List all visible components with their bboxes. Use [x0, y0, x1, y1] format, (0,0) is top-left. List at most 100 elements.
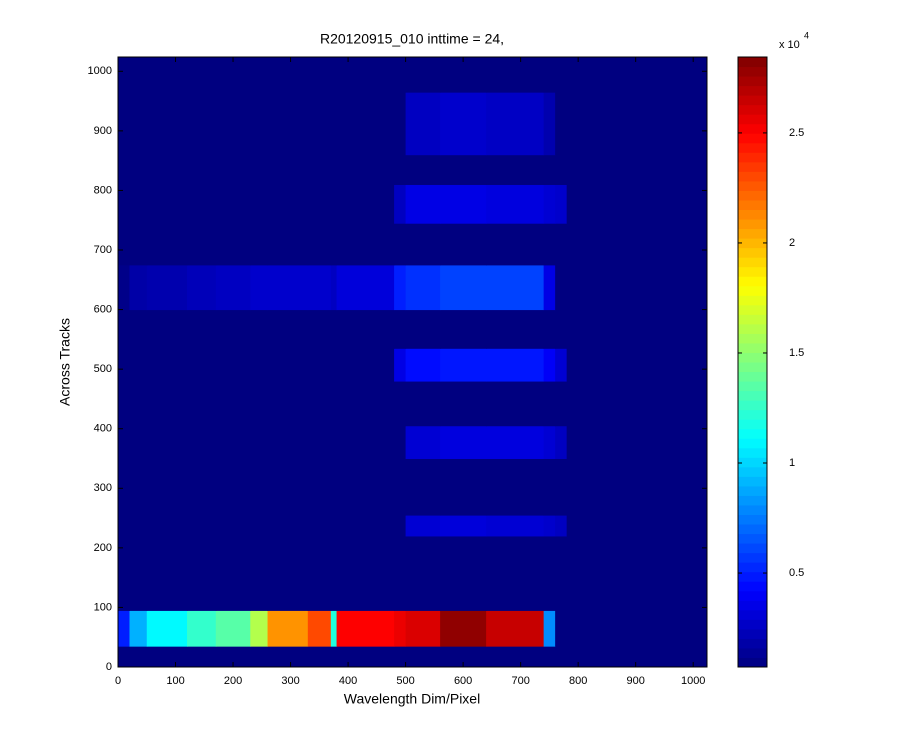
heatmap-cell [215, 92, 251, 156]
heatmap-cell [146, 535, 188, 611]
colorbar-step [738, 619, 767, 630]
heatmap-cell [394, 309, 407, 349]
heatmap-cell [307, 381, 332, 427]
colorbar-step [738, 419, 767, 430]
heatmap-cell [405, 223, 441, 266]
heatmap-cell [129, 425, 148, 460]
heatmap-cell [146, 381, 188, 427]
heatmap-cell [267, 57, 309, 93]
heatmap-cell [336, 458, 395, 516]
heatmap-cell [555, 264, 568, 311]
heatmap-cell [566, 381, 708, 427]
heatmap-cell [250, 458, 269, 516]
y-tick-label: 0 [106, 661, 112, 673]
colorbar-step [738, 190, 767, 201]
heatmap-cell [215, 223, 251, 266]
heatmap-cell [405, 92, 441, 156]
heatmap-cell [555, 535, 568, 611]
heatmap-cell [405, 309, 441, 349]
heatmap-cell [267, 646, 309, 668]
heatmap-cell [440, 646, 487, 668]
heatmap-cell [486, 223, 545, 266]
colorbar-step [738, 180, 767, 191]
heatmap-cell [543, 184, 556, 224]
heatmap-cell [330, 309, 338, 349]
heatmap-cell [250, 92, 269, 156]
heatmap-cell [440, 92, 487, 156]
heatmap-cell [405, 381, 441, 427]
heatmap-cell [118, 535, 131, 611]
y-axis-label: Across Tracks [57, 318, 73, 406]
heatmap-cell [250, 425, 269, 460]
colorbar-step [738, 400, 767, 411]
colorbar-tick-label: 1.5 [789, 347, 804, 359]
heatmap-cell [250, 348, 269, 382]
heatmap-cell [330, 425, 338, 460]
heatmap-cell [440, 154, 487, 185]
heatmap-cell [394, 184, 407, 224]
heatmap-cell [336, 92, 395, 156]
heatmap-cell [146, 264, 188, 311]
heatmap-cell [187, 515, 217, 537]
heatmap-cell [440, 381, 487, 427]
heatmap-cell [307, 348, 332, 382]
heatmap-cell [566, 458, 708, 516]
colorbar-tick-label: 1 [789, 457, 795, 469]
heatmap-cell [146, 184, 188, 224]
colorbar-step [738, 524, 767, 535]
x-tick-label: 700 [511, 675, 529, 687]
heatmap-cell [330, 610, 338, 647]
heatmap-cell [336, 223, 395, 266]
heatmap-cell [486, 264, 545, 311]
heatmap-cell [486, 381, 545, 427]
chart-title: R20120915_010 inttime = 24, [320, 31, 504, 47]
heatmap-cell [250, 264, 269, 311]
heatmap-cell [307, 154, 332, 185]
axes-frame [117, 56, 708, 668]
x-tick-label: 800 [569, 675, 587, 687]
colorbar-step [738, 171, 767, 182]
heatmap-cell [118, 309, 131, 349]
heatmap-cell [215, 535, 251, 611]
heatmap-cell [146, 425, 188, 460]
heatmap-cell [118, 223, 131, 266]
colorbar-scale-base: x 10 [779, 39, 800, 51]
heatmap-cell [440, 348, 487, 382]
colorbar-step [738, 323, 767, 334]
colorbar-step [738, 609, 767, 620]
heatmap-cell [543, 348, 556, 382]
colorbar-step [738, 438, 767, 449]
heatmap-cell [267, 264, 309, 311]
heatmap-cell [129, 610, 148, 647]
colorbar-step [738, 114, 767, 125]
x-tick-label: 100 [166, 675, 184, 687]
heatmap-cell [250, 381, 269, 427]
colorbar-tick-label: 0.5 [789, 567, 804, 579]
heatmap-cell [187, 425, 217, 460]
heatmap-cell [250, 184, 269, 224]
heatmap-cell [330, 515, 338, 537]
heatmap-cell [555, 381, 568, 427]
heatmap-cell [440, 535, 487, 611]
heatmap-cell [215, 515, 251, 537]
heatmap-cell [440, 425, 487, 460]
heatmap-cell [146, 154, 188, 185]
heatmap-cell [394, 458, 407, 516]
heatmap-cell [405, 348, 441, 382]
colorbar-step [738, 571, 767, 582]
heatmap-cell [543, 535, 556, 611]
y-tick-label: 1000 [88, 65, 112, 77]
colorbar-tick-label: 2.5 [789, 127, 804, 139]
colorbar-step [738, 457, 767, 468]
heatmap-cell [187, 309, 217, 349]
heatmap-cell [215, 646, 251, 668]
heatmap-cell [129, 515, 148, 537]
x-axis-label: Wavelength Dim/Pixel [344, 691, 480, 707]
colorbar-step [738, 209, 767, 220]
heatmap-cell [330, 348, 338, 382]
heatmap-cell [215, 425, 251, 460]
colorbar-step [738, 333, 767, 344]
heatmap-cell [215, 184, 251, 224]
heatmap-cell [486, 154, 545, 185]
